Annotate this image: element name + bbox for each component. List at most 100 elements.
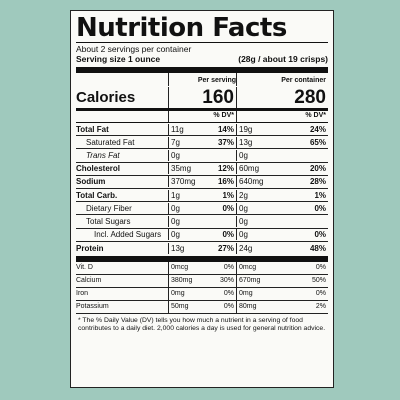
per-container-label: Per container (236, 73, 328, 86)
container-amount: 0mg (236, 287, 265, 300)
container-dv: 0% (315, 289, 326, 297)
container-amount: 0mcg (236, 261, 265, 274)
dv-header-serving: % DV* (168, 111, 236, 122)
serving-size-label: Serving size 1 ounce (76, 54, 161, 64)
nutrient-row: Incl. Added Sugars 0g 0% 0g 0% (76, 229, 328, 242)
divider-thick (76, 67, 328, 73)
nutrient-name: Protein (76, 244, 104, 254)
container-dv: 0% (314, 230, 326, 240)
container-amount: 24g (236, 243, 265, 255)
container-amount: 0g (236, 202, 265, 214)
dv-header-row: % DV* % DV* (76, 111, 328, 122)
container-amount: 60mg (236, 163, 265, 175)
nutrient-row: Trans Fat 0g 0g (76, 149, 328, 163)
serving-amount: 35mg (168, 163, 201, 175)
serving-amount: 0g (168, 202, 201, 214)
nutrient-name: Cholesterol (76, 164, 121, 174)
container-amount: 0g (236, 229, 265, 241)
container-amount: 2g (236, 189, 265, 201)
serving-dv: 14% (217, 124, 234, 134)
serving-size: Serving size 1 ounce (28g / about 19 cri… (76, 54, 328, 64)
serving-amount: 7g (168, 136, 201, 148)
container-amount: 19g (236, 123, 265, 135)
serving-amount: 0mg (168, 287, 201, 300)
container-amount: 80mg (236, 300, 265, 313)
serving-amount: 380mg (168, 274, 201, 287)
serving-dv (201, 155, 236, 156)
vitamin-name: Potassium (76, 302, 109, 310)
container-dv: 1% (314, 190, 326, 200)
container-dv: 2% (315, 302, 326, 310)
serving-amount: 50mg (168, 300, 201, 313)
container-dv: 65% (309, 137, 326, 147)
container-dv: 20% (309, 164, 326, 174)
container-amount: 0g (236, 215, 265, 227)
serving-dv: 1% (222, 190, 234, 200)
container-dv: 24% (309, 124, 326, 134)
serving-amount: 11g (168, 123, 201, 135)
container-amount: 0g (236, 149, 265, 161)
container-dv: 50% (311, 276, 326, 284)
container-amount: 670mg (236, 274, 265, 287)
calories-row: Calories 160 280 (76, 86, 328, 108)
nutrient-row: Sodium 370mg 16% 640mg 28% (76, 176, 328, 189)
calories-label: Calories (76, 89, 136, 106)
calories-header: Per serving Per container (76, 73, 328, 86)
nutrient-name: Trans Fat (86, 150, 120, 160)
dv-header-container: % DV* (236, 111, 328, 122)
container-dv: 0% (314, 203, 326, 213)
serving-dv: 16% (217, 177, 234, 187)
divider-thick (76, 255, 328, 262)
serving-dv (201, 221, 236, 222)
divider-medium (76, 108, 328, 111)
serving-amount: 0g (168, 149, 201, 161)
vitamin-name: Calcium (76, 276, 102, 284)
serving-amount: 0mcg (168, 261, 201, 274)
container-amount: 13g (236, 136, 265, 148)
footnote: * The % Daily Value (DV) tells you how m… (78, 316, 326, 333)
serving-amount: 1g (168, 189, 201, 201)
nutrient-row: Saturated Fat 7g 37% 13g 65% (76, 136, 328, 150)
serving-amount: 0g (168, 215, 201, 227)
divider (76, 42, 328, 43)
container-dv: 0% (315, 263, 326, 271)
serving-dv: 37% (217, 137, 234, 147)
nutrient-name: Sodium (76, 177, 106, 187)
nutrient-row: Dietary Fiber 0g 0% 0g 0% (76, 202, 328, 216)
vitamin-row: Iron 0mg 0% 0mg 0% (76, 287, 328, 301)
calories-per-container: 280 (236, 87, 328, 108)
nutrient-row: Protein 13g 27% 24g 48% (76, 242, 328, 256)
servings-per-container: About 2 servings per container (76, 44, 192, 54)
nutrient-row: Cholesterol 35mg 12% 60mg 20% (76, 163, 328, 176)
serving-dv: 30% (219, 276, 234, 284)
serving-amount: 370mg (168, 176, 201, 188)
serving-dv: 0% (223, 263, 234, 271)
nutrient-name: Total Fat (76, 124, 109, 134)
container-dv: 28% (309, 177, 326, 187)
serving-amount: 13g (168, 243, 201, 255)
nutrient-name: Total Carb. (76, 190, 118, 200)
serving-dv: 0% (222, 230, 234, 240)
vitamin-row: Calcium 380mg 30% 670mg 50% (76, 274, 328, 288)
serving-size-value: (28g / about 19 crisps) (238, 54, 328, 64)
nutrient-row: Total Sugars 0g 0g (76, 215, 328, 229)
container-amount: 640mg (236, 176, 265, 188)
serving-dv: 12% (217, 164, 234, 174)
nutrition-facts-label: Nutrition Facts About 2 servings per con… (70, 10, 334, 388)
nutrient-name: Total Sugars (86, 216, 131, 226)
vitamin-row: Vit. D 0mcg 0% 0mcg 0% (76, 261, 328, 275)
divider (76, 122, 328, 123)
container-dv (265, 155, 328, 156)
nutrient-row: Total Fat 11g 14% 19g 24% (76, 123, 328, 137)
nutrient-name: Dietary Fiber (86, 203, 132, 213)
container-dv: 48% (309, 244, 326, 254)
serving-dv: 0% (223, 302, 234, 310)
vitamin-name: Vit. D (76, 263, 93, 271)
per-serving-label: Per serving (168, 73, 236, 86)
nutrient-name: Incl. Added Sugars (94, 230, 162, 240)
nutrient-row: Total Carb. 1g 1% 2g 1% (76, 189, 328, 203)
vitamin-name: Iron (76, 289, 89, 297)
vitamin-row: Potassium 50mg 0% 80mg 2% (76, 300, 328, 314)
serving-dv: 27% (217, 244, 234, 254)
label-title: Nutrition Facts (76, 13, 287, 43)
